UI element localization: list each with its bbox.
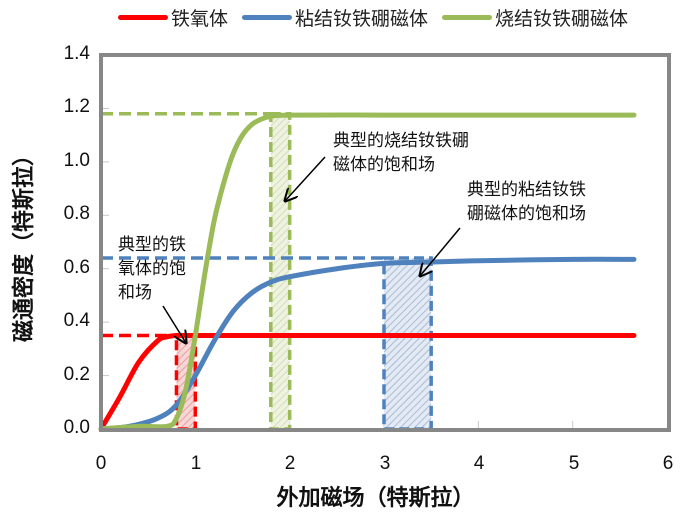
annotation-ferrite: 典型的铁 氧体的饱 和场 (118, 235, 186, 303)
legend-swatch-sintered-ndfeb (442, 14, 493, 20)
legend-swatch-bonded-ndfeb (242, 14, 293, 20)
y-tick: 1.2 (63, 96, 90, 117)
y-tick: 1.4 (63, 43, 90, 64)
legend-item-sintered-ndfeb: 烧结钕铁硼磁体 (442, 4, 628, 31)
x-tick: 2 (284, 453, 296, 474)
sintered-arrow (285, 156, 326, 201)
annotation-sintered: 典型的烧结钕铁硼 磁体的饱和场 (333, 131, 469, 175)
legend-item-bonded-ndfeb: 粘结钕铁硼磁体 (242, 4, 428, 31)
x-axis-label: 外加磁场（特斯拉） (276, 486, 475, 511)
x-tick: 3 (379, 453, 391, 474)
y-tick: 0.4 (63, 310, 90, 331)
y-tick: 0.6 (63, 257, 90, 278)
legend-label: 铁氧体 (171, 7, 229, 30)
chart-legend: 铁氧体 粘结钕铁硼磁体 烧结钕铁硼磁体 (118, 4, 642, 30)
legend-item-ferrite: 铁氧体 (118, 4, 228, 31)
series-line (98, 112, 637, 432)
y-tick: 1.0 (63, 150, 90, 171)
legend-label: 粘结钕铁硼磁体 (295, 7, 429, 30)
plot-frame (99, 53, 671, 432)
y-tick: 0.2 (63, 364, 90, 385)
x-tick: 6 (662, 453, 674, 474)
ferrite-arrow (162, 305, 186, 343)
bonded-arrow (420, 227, 461, 276)
y-axis-label: 磁通密度（特斯拉） (12, 144, 37, 343)
x-tick: 4 (473, 453, 485, 474)
series-line (98, 256, 637, 432)
x-tick: 0 (95, 453, 107, 474)
legend-label: 烧结钕铁硼磁体 (495, 7, 629, 30)
x-tick: 5 (568, 453, 580, 474)
annotation-bonded: 典型的粘结钕铁 硼磁体的饱和场 (467, 180, 586, 224)
legend-swatch-ferrite (118, 14, 168, 20)
y-tick: 0.0 (63, 417, 90, 438)
saturation-box (269, 112, 292, 431)
saturation-box (382, 256, 433, 431)
y-tick: 0.8 (63, 203, 90, 224)
x-tick: 1 (190, 453, 202, 474)
